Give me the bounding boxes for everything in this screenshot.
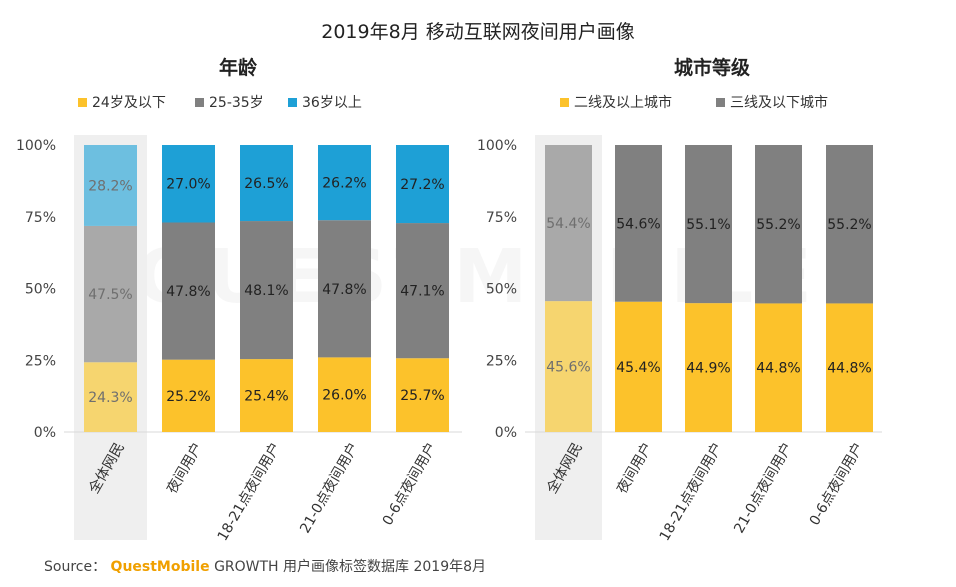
- chart1-bar-2-1: [84, 225, 137, 363]
- source-suffix: GROWTH 用户画像标签数据库 2019年8月: [214, 559, 487, 575]
- chart1-category-label-2: 夜间用户: [163, 440, 206, 497]
- chart1-legend-swatch-3: [288, 98, 297, 107]
- chart2-y-tick-label: 100%: [477, 138, 517, 154]
- chart2-data-label: 54.6%: [616, 216, 660, 232]
- chart2-legend-label-2: 三线及以下城市: [730, 94, 828, 111]
- chart2-data-label: 55.2%: [756, 217, 800, 233]
- chart2-legend-swatch-2: [716, 98, 725, 107]
- chart1-data-label: 48.1%: [244, 283, 288, 299]
- chart2-data-label: 55.2%: [827, 217, 871, 233]
- chart2-data-label: 45.4%: [616, 360, 660, 376]
- chart2-bar-1-2: [615, 301, 662, 432]
- chart1-data-label: 25.7%: [400, 388, 444, 404]
- chart1-data-label: 47.8%: [166, 284, 210, 300]
- chart1-data-label: 26.5%: [244, 176, 288, 192]
- chart2-bar-1-1: [545, 301, 592, 432]
- chart1-data-label: 27.0%: [166, 177, 210, 193]
- chart1-data-label: 47.5%: [88, 287, 132, 303]
- chart1-data-label: 24.3%: [88, 390, 132, 406]
- chart2-category-label-4: 21-0点夜间用户: [730, 440, 796, 537]
- chart-main-title: 2019年8月 移动互联网夜间用户画像: [321, 21, 634, 43]
- chart1-bar-1-4: [318, 357, 371, 432]
- chart1-bar-2-5: [396, 223, 449, 359]
- chart2-bar-2-2: [615, 145, 662, 302]
- chart1-data-label: 47.1%: [400, 284, 444, 300]
- chart1-y-tick-label: 0%: [34, 425, 56, 441]
- chart1-category-label-3: 18-21点夜间用户: [214, 440, 284, 544]
- chart1-category-label-4: 21-0点夜间用户: [296, 440, 362, 537]
- chart2-title: 城市等级: [674, 56, 750, 79]
- chart1-bar-2-3: [240, 221, 293, 360]
- chart1-data-label: 25.2%: [166, 389, 210, 405]
- chart1-bar-3-4: [318, 145, 371, 221]
- chart2-data-label: 54.4%: [546, 216, 590, 232]
- chart1-bar-1-2: [162, 359, 215, 432]
- chart1-legend-label-1: 24岁及以下: [92, 95, 166, 111]
- chart1-y-tick-label: 100%: [16, 138, 56, 154]
- chart2-category-label-3: 18-21点夜间用户: [656, 440, 726, 544]
- chart2-legend-label-1: 二线及以上城市: [574, 94, 672, 111]
- chart2-data-label: 55.1%: [686, 217, 730, 233]
- chart1-bar-3-5: [396, 145, 449, 224]
- chart2-y-tick-label: 50%: [486, 282, 517, 298]
- chart1-legend-swatch-2: [195, 98, 204, 107]
- chart2-category-label-5: 0-6点夜间用户: [806, 440, 867, 529]
- chart2-data-label: 44.8%: [756, 361, 800, 377]
- chart1-category-label-5: 0-6点夜间用户: [379, 440, 440, 529]
- chart1-bar-1-1: [84, 362, 137, 432]
- chart1-y-tick-label: 50%: [25, 282, 56, 298]
- chart2-y-tick-label: 75%: [486, 210, 517, 226]
- chart1-data-label: 27.2%: [400, 177, 444, 193]
- chart1-title: 年龄: [219, 56, 258, 79]
- chart2-category-label-2: 夜间用户: [613, 440, 656, 497]
- chart2-y-tick-label: 0%: [495, 425, 517, 441]
- chart1-legend-swatch-1: [78, 98, 87, 107]
- source-brand: QuestMobile: [110, 559, 210, 575]
- chart1-bar-3-1: [84, 145, 137, 226]
- chart1-y-tick-label: 75%: [25, 210, 56, 226]
- chart1-data-label: 28.2%: [88, 178, 132, 194]
- chart1-data-label: 25.4%: [244, 389, 288, 405]
- chart1-bar-3-3: [240, 145, 293, 222]
- chart1-data-label: 26.2%: [322, 176, 366, 192]
- chart1-bar-1-5: [396, 358, 449, 432]
- chart1-bar-2-2: [162, 222, 215, 360]
- chart1-data-label: 26.0%: [322, 388, 366, 404]
- chart1-bar-3-2: [162, 145, 215, 223]
- chart2-bar-2-5: [826, 145, 873, 304]
- chart2-bar-2-3: [685, 145, 732, 304]
- chart2-legend-swatch-1: [560, 98, 569, 107]
- chart2-bar-1-5: [826, 303, 873, 432]
- chart1-bar-2-4: [318, 220, 371, 358]
- chart1-y-tick-label: 25%: [25, 353, 56, 369]
- chart1-legend-label-3: 36岁以上: [302, 95, 362, 111]
- chart2-bar-1-4: [755, 303, 802, 432]
- chart1-data-label: 47.8%: [322, 282, 366, 298]
- chart2-data-label: 44.9%: [686, 361, 730, 377]
- chart1-bar-1-3: [240, 359, 293, 432]
- source-note: Source： QuestMobile GROWTH 用户画像标签数据库 201…: [44, 556, 486, 576]
- chart2-bar-1-3: [685, 303, 732, 432]
- chart2-data-label: 45.6%: [546, 360, 590, 376]
- chart2-bar-2-4: [755, 145, 802, 304]
- chart2-y-tick-label: 25%: [486, 353, 517, 369]
- chart2-data-label: 44.8%: [827, 361, 871, 377]
- source-prefix: Source：: [44, 559, 107, 575]
- chart2-bar-2-1: [545, 145, 592, 302]
- chart1-legend-label-2: 25-35岁: [209, 95, 264, 111]
